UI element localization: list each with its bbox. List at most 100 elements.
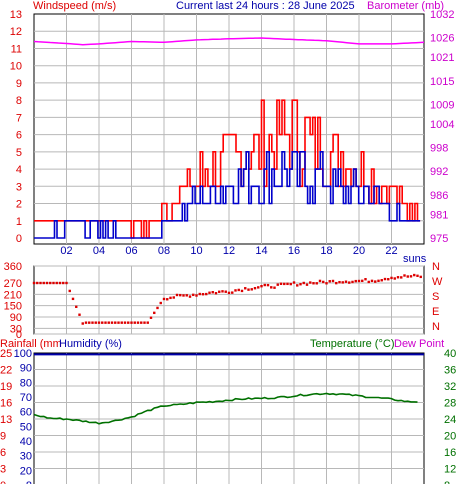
windspeed-tick-label: 5 (16, 147, 22, 159)
direction-point (312, 282, 315, 285)
temperature-tick-label: 20 (444, 431, 456, 443)
direction-point (36, 281, 39, 285)
direction-point (143, 321, 146, 324)
direction-point (162, 297, 166, 301)
barometer-tick-label: 986 (430, 190, 448, 202)
direction-point (71, 297, 75, 301)
direction-point (185, 294, 188, 297)
direction-point (227, 291, 231, 295)
direction-point (283, 282, 286, 286)
direction-point (367, 280, 370, 284)
direction-unit-note: suns (403, 253, 427, 265)
direction-point (104, 321, 107, 324)
direction-point (114, 321, 117, 324)
direction-tick-label: 210 (4, 289, 22, 301)
windspeed-tick-label: 0 (16, 233, 22, 245)
direction-point (146, 321, 149, 324)
direction-point (257, 286, 260, 289)
direction-point (133, 321, 136, 324)
direction-point (390, 276, 393, 280)
humidity-tick-label: 30 (20, 451, 32, 463)
direction-point (153, 311, 156, 315)
hour-tick-label: 02 (60, 245, 72, 257)
humidity-tick-label: 100 (14, 348, 32, 360)
direction-point (45, 281, 49, 285)
direction-point (201, 293, 205, 296)
rainfall-axis-label: Rainfall (mm (0, 338, 62, 350)
direction-point (107, 321, 110, 324)
hour-tick-label: 06 (125, 245, 137, 257)
direction-point (383, 277, 387, 281)
hour-tick-label: 08 (158, 245, 170, 257)
windspeed-tick-label: 6 (16, 130, 22, 142)
wind-grid (34, 14, 424, 244)
direction-tick-label: 270 (4, 278, 22, 290)
temperature-humidity-panel: 25221916139630 10090807060504030208 8121… (0, 338, 456, 484)
humidity-axis-ticks: 100 90 80 70 60 50 40 30 20 8 (14, 348, 32, 484)
direction-point (296, 284, 299, 287)
hour-tick-label: 10 (190, 245, 202, 257)
direction-point (166, 298, 169, 301)
direction-point (305, 283, 309, 286)
direction-point (244, 287, 247, 290)
direction-point (338, 280, 341, 284)
direction-point (357, 279, 361, 283)
direction-point (409, 275, 413, 278)
temperature-tick-label: 24 (444, 414, 456, 426)
temperature-tick-label: 28 (444, 398, 456, 410)
hour-tick-label: 12 (223, 245, 235, 257)
direction-point (159, 301, 162, 305)
temperature-axis-label: Temperature (°C) (310, 338, 394, 350)
rainfall-tick-label: 3 (0, 464, 6, 476)
barometer-tick-label: 1004 (430, 119, 454, 131)
direction-point (195, 294, 198, 297)
direction-point (65, 281, 68, 285)
direction-point (270, 286, 273, 289)
direction-point (218, 290, 221, 293)
compass-label: N (432, 321, 440, 333)
barometer-axis-label: Barometer (mb) (367, 0, 444, 12)
direction-point (32, 281, 36, 285)
compass-label: W (432, 276, 443, 288)
direction-point (188, 295, 192, 298)
direction-point (192, 293, 195, 297)
direction-point (292, 281, 296, 284)
compass-label: N (432, 261, 440, 273)
windspeed-tick-label: 2 (16, 199, 22, 211)
hour-tick-label: 04 (93, 245, 105, 257)
direction-tick-label: 0 (16, 329, 22, 341)
direction-point (260, 284, 263, 288)
direction-point (322, 280, 325, 284)
direction-point (266, 283, 270, 287)
rainfall-axis-ticks: 25 22 19 16 13 9 6 3 0 (0, 348, 12, 484)
direction-point (58, 281, 62, 285)
direction-point (286, 282, 289, 286)
direction-point (377, 279, 380, 283)
direction-point (205, 292, 208, 296)
direction-point (75, 305, 78, 308)
direction-point (81, 322, 84, 325)
direction-point (351, 280, 354, 284)
direction-point (237, 288, 240, 292)
humidity-tick-label: 8 (26, 480, 32, 484)
direction-point (52, 281, 55, 285)
temperature-series (33, 353, 424, 425)
direction-point (62, 281, 65, 285)
direction-grid (34, 265, 424, 335)
humidity-tick-label: 70 (20, 392, 32, 404)
direction-point (299, 283, 302, 286)
windspeed-tick-label: 4 (16, 164, 22, 176)
direction-point (380, 279, 383, 282)
barometer-series-line (33, 37, 425, 46)
barometer-tick-label: 975 (430, 233, 448, 245)
direction-point (211, 291, 214, 294)
direction-point (127, 321, 130, 324)
direction-point (136, 321, 140, 324)
hour-tick-label: 22 (385, 245, 397, 257)
windspeed-axis-label: Windspeed (m/s) (33, 0, 116, 12)
direction-tick-label: 30 (10, 323, 22, 335)
direction-point (94, 321, 97, 324)
direction-point (42, 281, 45, 285)
